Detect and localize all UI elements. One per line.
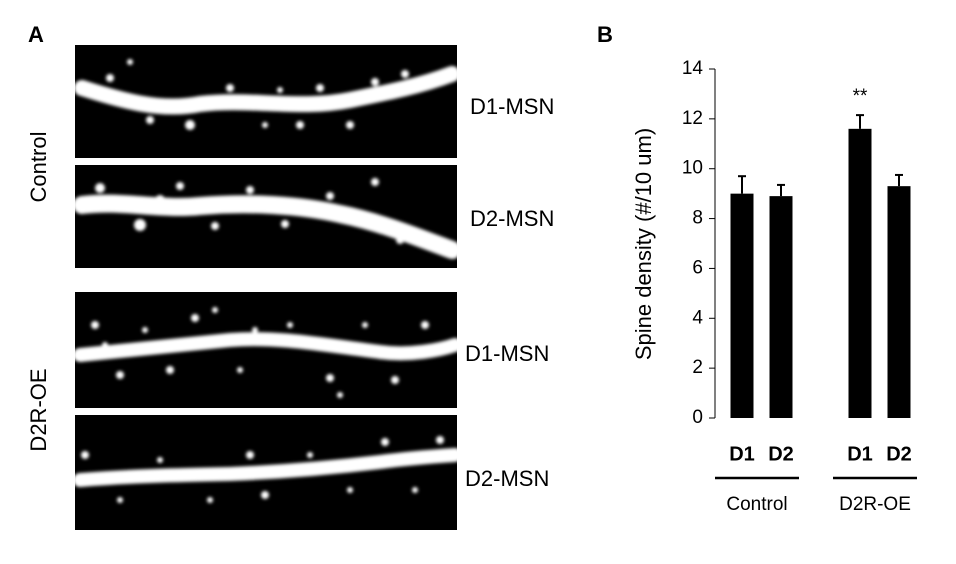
cell-label: D1-MSN xyxy=(465,341,549,366)
bar xyxy=(730,193,754,418)
micrograph xyxy=(73,415,462,530)
micrograph xyxy=(74,45,460,158)
row-label: Control xyxy=(26,132,51,203)
bar xyxy=(848,128,872,419)
y-tick-label: 12 xyxy=(682,108,703,129)
y-tick-label: 2 xyxy=(692,357,703,378)
bar xyxy=(887,186,911,418)
cell-label: D1-MSN xyxy=(470,94,554,119)
y-tick-label: 4 xyxy=(692,307,703,328)
cell-label: D2-MSN xyxy=(465,466,549,491)
y-tick-label: 0 xyxy=(692,407,703,428)
panel-label: B xyxy=(597,22,613,47)
y-tick-label: 8 xyxy=(692,208,703,229)
x-tick-label: D1 xyxy=(729,443,755,465)
row-label: D2R-OE xyxy=(26,368,51,451)
x-tick-label: D1 xyxy=(847,443,873,465)
significance: ** xyxy=(853,86,868,107)
y-tick-label: 10 xyxy=(682,158,703,179)
group-label: Control xyxy=(726,494,787,515)
bar xyxy=(769,196,793,418)
x-tick-label: D2 xyxy=(886,443,912,465)
panel-label: A xyxy=(28,22,44,47)
y-tick-label: 14 xyxy=(682,58,704,79)
cell-label: D2-MSN xyxy=(470,206,554,231)
group-label: D2R-OE xyxy=(839,494,911,515)
y-axis-label: Spine density (#/10 um) xyxy=(631,128,656,360)
x-tick-label: D2 xyxy=(768,443,794,465)
micrograph xyxy=(73,165,461,268)
micrograph xyxy=(73,292,462,408)
y-tick-label: 6 xyxy=(692,257,703,278)
